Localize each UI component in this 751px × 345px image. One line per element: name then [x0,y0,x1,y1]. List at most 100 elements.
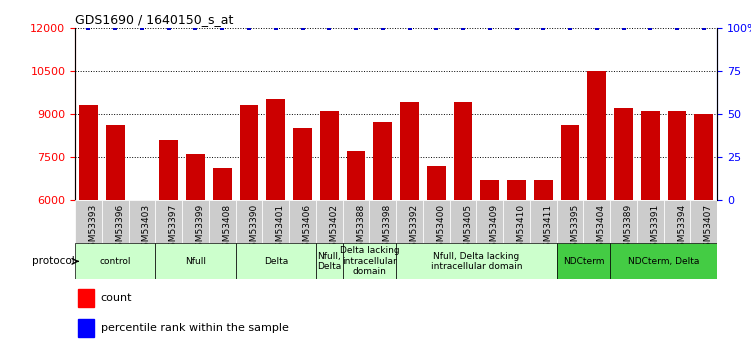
Bar [159,140,178,345]
Point [109,25,121,30]
Text: GSM53397: GSM53397 [169,204,178,253]
Bar [213,168,231,345]
Bar [695,114,713,345]
Text: Delta: Delta [264,257,288,266]
Bar [209,200,236,243]
Bar [584,200,610,243]
Text: GSM53396: GSM53396 [115,204,124,253]
Text: GSM53394: GSM53394 [677,204,686,253]
Point [644,25,656,30]
Point [189,25,201,30]
Bar [668,111,686,345]
Text: GSM53393: GSM53393 [89,204,98,253]
Text: GSM53408: GSM53408 [222,204,231,253]
Bar [79,105,98,345]
Bar [155,243,236,279]
Text: GSM53405: GSM53405 [463,204,472,253]
Text: control: control [99,257,131,266]
Bar [102,200,128,243]
Point [243,25,255,30]
Text: GSM53400: GSM53400 [436,204,445,253]
Point [403,25,415,30]
Bar [610,243,717,279]
Point [216,25,228,30]
Text: percentile rank within the sample: percentile rank within the sample [101,323,288,333]
Point [511,25,523,30]
Text: GSM53401: GSM53401 [276,204,285,253]
Text: GSM53398: GSM53398 [383,204,392,253]
Bar [240,105,258,345]
Bar [556,200,584,243]
Bar [427,166,445,345]
Bar [75,200,102,243]
Bar [320,111,339,345]
Bar [342,200,369,243]
Text: GSM53389: GSM53389 [623,204,632,253]
Bar [530,200,556,243]
Point [136,25,148,30]
Bar [556,243,610,279]
Bar [450,200,476,243]
Bar [481,180,499,345]
Bar [637,200,664,243]
Text: GSM53411: GSM53411 [543,204,552,253]
Bar [587,71,606,345]
Bar [262,200,289,243]
Point [457,25,469,30]
Bar [476,200,503,243]
Bar [373,122,392,345]
Text: GSM53403: GSM53403 [142,204,151,253]
Text: count: count [101,293,132,303]
Point [430,25,442,30]
Bar [400,102,419,345]
Bar [236,200,262,243]
Bar [289,200,316,243]
Point [163,25,175,30]
Point [323,25,335,30]
Bar [75,243,155,279]
Point [83,25,95,30]
Bar [267,99,285,345]
Text: GSM53406: GSM53406 [303,204,312,253]
Point [297,25,309,30]
Point [564,25,576,30]
Bar [78,319,95,337]
Bar [182,200,209,243]
Text: Delta lacking
intracellular
domain: Delta lacking intracellular domain [339,246,400,276]
Bar [316,243,342,279]
Text: Nfull, Delta lacking
intracellular domain: Nfull, Delta lacking intracellular domai… [430,252,522,271]
Bar [236,243,316,279]
Point [698,25,710,30]
Bar [397,243,556,279]
Text: GSM53409: GSM53409 [490,204,499,253]
Text: protocol: protocol [32,256,75,266]
Bar [155,200,182,243]
Bar [610,200,637,243]
Text: NDCterm, Delta: NDCterm, Delta [628,257,699,266]
Text: GSM53390: GSM53390 [249,204,258,253]
Point [270,25,282,30]
Text: GSM53404: GSM53404 [597,204,606,253]
Bar [690,200,717,243]
Bar [641,111,659,345]
Bar [316,200,342,243]
Bar [342,243,397,279]
Text: Nfull,
Delta: Nfull, Delta [317,252,342,271]
Bar [397,200,423,243]
Bar [128,200,155,243]
Text: GSM53388: GSM53388 [356,204,365,253]
Bar [561,125,580,345]
Point [484,25,496,30]
Bar [503,200,530,243]
Bar [347,151,366,345]
Text: NDCterm: NDCterm [562,257,605,266]
Point [671,25,683,30]
Text: GSM53410: GSM53410 [517,204,526,253]
Point [350,25,362,30]
Text: GDS1690 / 1640150_s_at: GDS1690 / 1640150_s_at [75,13,234,27]
Point [377,25,389,30]
Text: GSM53407: GSM53407 [704,204,713,253]
Point [591,25,603,30]
Bar [369,200,397,243]
Text: GSM53402: GSM53402 [329,204,338,253]
